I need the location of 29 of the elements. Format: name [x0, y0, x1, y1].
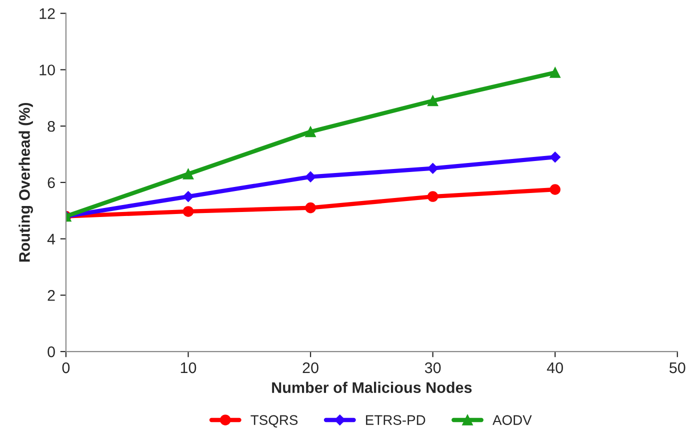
y-axis-title: Routing Overhead (%) — [18, 102, 33, 262]
point — [550, 67, 560, 78]
point — [182, 206, 194, 217]
legend-label: AODV — [492, 415, 532, 425]
legend-label: ETRS-PD — [366, 415, 426, 425]
point — [305, 202, 316, 214]
point — [305, 126, 316, 138]
y-tick-label: 10 — [40, 64, 55, 76]
x-axis-title: Number of Malicious Nodes — [272, 382, 472, 393]
x-tick-label: 50 — [669, 362, 686, 374]
point — [550, 152, 561, 163]
point — [427, 95, 438, 106]
x-tick-label: 10 — [180, 362, 196, 374]
point — [305, 171, 316, 182]
point — [550, 184, 560, 195]
point — [182, 191, 194, 202]
y-tick-label: 8 — [48, 120, 55, 132]
point — [182, 168, 194, 180]
legend-label: TSQRS — [250, 415, 298, 428]
x-tick-label: 30 — [424, 362, 441, 374]
point — [427, 191, 438, 202]
y-tick-label: 2 — [48, 290, 55, 301]
y-tick-label: 6 — [48, 177, 55, 188]
x-tick-label: 20 — [302, 362, 318, 374]
y-tick-label: 4 — [47, 234, 56, 244]
y-tick-label: 0 — [48, 346, 55, 358]
y-tick-label: 12 — [40, 8, 55, 19]
x-tick-label: 40 — [546, 362, 563, 374]
x-tick-label: 0 — [62, 362, 70, 374]
